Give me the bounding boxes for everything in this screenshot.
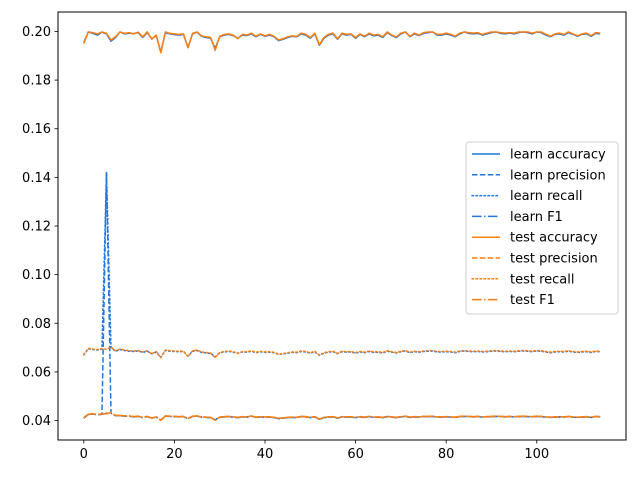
y-tick-label: 0.10 — [22, 268, 51, 283]
series-line-test-accuracy — [83, 31, 601, 54]
legend-label: test recall — [510, 272, 575, 287]
y-tick-label: 0.16 — [22, 122, 51, 137]
y-tick-label: 0.14 — [22, 171, 51, 186]
legend-label: learn accuracy — [510, 148, 606, 163]
legend-label: learn F1 — [510, 210, 563, 225]
series-line-test-f1 — [83, 411, 601, 422]
ticks-layer: 0 20 40 60 80 100 0.04 0.06 0.08 0.10 0.12 0.14 0.16… — [22, 25, 549, 462]
y-tick-label: 0.06 — [22, 365, 51, 380]
y-tick-label: 0.18 — [22, 74, 51, 89]
legend-label: test accuracy — [510, 231, 598, 246]
legend-label: learn precision — [510, 168, 606, 183]
legend-box — [465, 141, 619, 315]
x-tick-label: 40 — [257, 447, 274, 462]
legend-label: test precision — [510, 252, 598, 267]
x-tick-label: 0 — [80, 447, 88, 462]
series-line-test-recall — [83, 346, 601, 359]
legend: learn accuracy learn precision learn recal… — [465, 141, 619, 315]
x-tick-label: 100 — [524, 447, 549, 462]
series-layer — [83, 31, 601, 422]
y-tick-label: 0.08 — [22, 317, 51, 332]
y-tick-label: 0.04 — [22, 414, 51, 429]
x-tick-label: 20 — [166, 447, 183, 462]
legend-label: test F1 — [510, 293, 555, 308]
legend-label: learn recall — [510, 189, 582, 204]
x-tick-label: 80 — [438, 447, 455, 462]
y-tick-label: 0.20 — [22, 25, 51, 40]
x-tick-label: 60 — [347, 447, 364, 462]
y-tick-label: 0.12 — [22, 220, 51, 235]
